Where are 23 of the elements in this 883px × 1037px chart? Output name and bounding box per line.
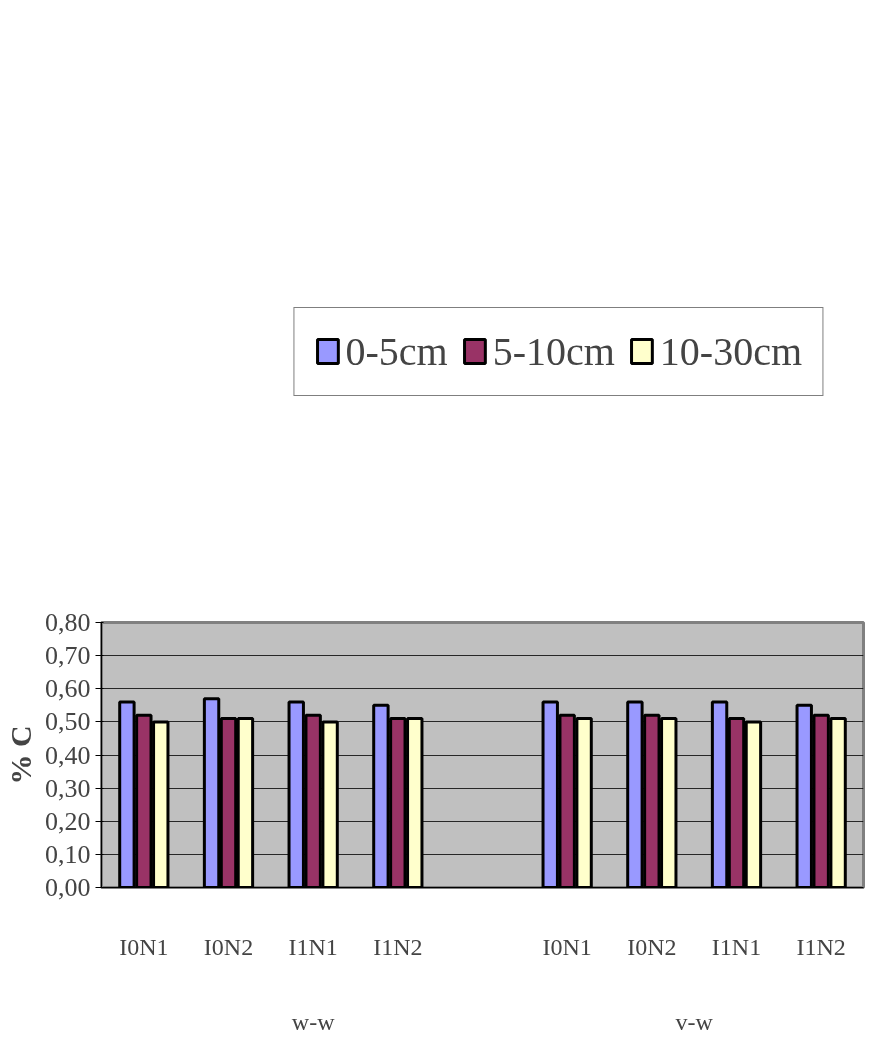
y-tick-label: 0,60 bbox=[45, 674, 91, 704]
legend-label: 5-10cm bbox=[492, 327, 615, 375]
text: v-w bbox=[675, 1008, 714, 1035]
legend-label: 0-5cm bbox=[345, 327, 448, 375]
y-tick-label: 0,50 bbox=[45, 707, 91, 737]
x-tick-label: I1N1 bbox=[711, 933, 762, 960]
y-axis-title: % C bbox=[4, 725, 37, 785]
y-tick-label: 0,30 bbox=[45, 773, 91, 803]
text: w-w bbox=[291, 1008, 336, 1035]
x-tick-label: I0N2 bbox=[627, 933, 677, 960]
y-tick-label: 0,80 bbox=[45, 608, 91, 637]
y-tick-label: 0,70 bbox=[45, 641, 91, 671]
x-tick-label: I1N2 bbox=[796, 933, 846, 960]
x-tick-label: I1N1 bbox=[288, 933, 338, 960]
x-tick-label: I0N1 bbox=[542, 933, 592, 960]
y-tick-label: 0,40 bbox=[45, 740, 91, 770]
y-tick-label: 0,00 bbox=[45, 873, 91, 902]
y-tick-label: 0,20 bbox=[45, 806, 91, 836]
y-tick-label: 0,10 bbox=[45, 839, 91, 869]
x-tick-label: I0N2 bbox=[203, 933, 254, 960]
x-tick-label: I0N1 bbox=[119, 933, 169, 960]
legend-label: 10-30cm bbox=[659, 327, 802, 375]
x-tick-label: I1N2 bbox=[373, 933, 423, 960]
